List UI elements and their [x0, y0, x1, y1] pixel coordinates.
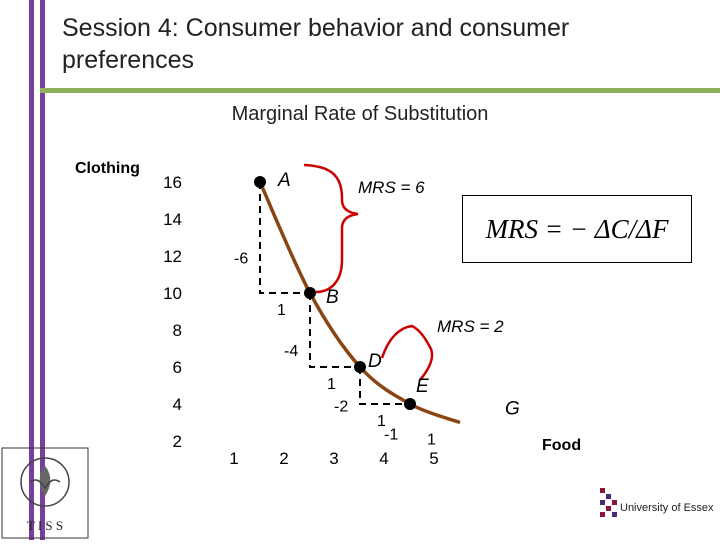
step-dx-1: 1 [277, 302, 286, 319]
tiss-logo-text: T I S S [27, 518, 63, 533]
step-dy-4: -1 [384, 426, 398, 443]
guide-step-3 [359, 367, 410, 405]
point-label-E: E [416, 376, 429, 397]
point-label-G: G [505, 399, 520, 420]
x-tick-1: 1 [229, 449, 238, 468]
x-tick-labels: 1 2 3 4 5 [229, 449, 438, 468]
x-axis-label: Food [542, 437, 581, 454]
point-labels: A B D E G [277, 170, 520, 420]
y-tick-4: 4 [173, 395, 182, 414]
mrs-annotation-2: MRS = 2 [437, 317, 504, 336]
point-A [254, 176, 266, 188]
step-dx-2: 1 [327, 376, 336, 393]
y-tick-12: 12 [163, 247, 182, 266]
left-accent-bar-2 [40, 0, 45, 540]
mrs-formula-box: MRS = − ΔC/ΔF [462, 195, 692, 263]
guide-step-2 [309, 293, 360, 368]
y-tick-8: 8 [173, 321, 182, 340]
y-tick-14: 14 [163, 210, 182, 229]
brace-1 [303, 163, 359, 294]
x-tick-4: 4 [379, 449, 388, 468]
point-label-B: B [326, 287, 339, 308]
step-dy-2: -4 [284, 343, 298, 360]
tiss-logo: T I S S [0, 446, 90, 540]
step-dx-4: 1 [427, 432, 436, 449]
title-underline [40, 88, 720, 93]
indifference-curve [258, 181, 461, 425]
x-tick-2: 2 [279, 449, 288, 468]
guide-step-1 [259, 182, 310, 294]
step-dy-3: -2 [334, 399, 348, 416]
step-dy-1: -6 [234, 251, 248, 268]
point-E [404, 398, 416, 410]
point-label-D: D [368, 351, 382, 372]
y-tick-6: 6 [173, 358, 182, 377]
essex-logo-text: University of Essex [620, 502, 714, 514]
y-tick-labels: 16 14 12 10 8 6 4 2 [163, 173, 182, 451]
x-tick-5: 5 [429, 449, 438, 468]
slide-title: Session 4: Consumer behavior and consume… [62, 14, 570, 74]
left-accent-bar [29, 0, 34, 540]
curve-points [254, 176, 416, 410]
mrs-annotation-1: MRS = 6 [358, 178, 425, 197]
y-tick-16: 16 [163, 173, 182, 192]
y-axis-label: Clothing [75, 160, 140, 177]
y-tick-10: 10 [163, 284, 182, 303]
mrs-formula: MRS = − ΔC/ΔF [485, 213, 669, 244]
point-B [304, 287, 316, 299]
essex-logo: University of Essex [596, 484, 720, 534]
step-labels: -61-41-21-1 1 [234, 251, 436, 449]
point-D [354, 361, 366, 373]
x-tick-3: 3 [329, 449, 338, 468]
braces [303, 163, 434, 381]
curve-line [258, 181, 461, 425]
step-dx-3: 1 [377, 413, 386, 430]
slide-subtitle: Marginal Rate of Substitution [231, 103, 489, 125]
point-label-A: A [277, 170, 291, 191]
y-tick-2: 2 [173, 432, 182, 451]
brace-2 [380, 324, 434, 381]
guide-lines [259, 182, 410, 405]
